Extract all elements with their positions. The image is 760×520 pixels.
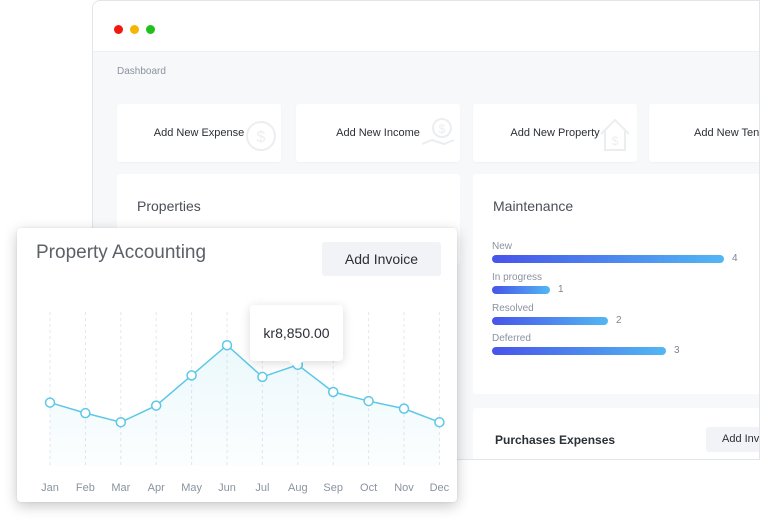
x-tick-label: May: [181, 482, 202, 494]
accounting-line-chart: Jan Feb Mar Apr May Jun Jul Aug Sep Oct Nov Dec: [41, 312, 450, 494]
data-point: [434, 416, 445, 428]
add-income-label: Add New Income: [336, 127, 420, 139]
add-expense-label: Add New Expense: [153, 127, 245, 139]
x-tick-label: Nov: [394, 482, 414, 494]
series-line: [49, 344, 440, 424]
maintenance-bar: [492, 286, 550, 294]
maintenance-label: New: [492, 241, 513, 252]
chart-tooltip: kr8,850.00: [250, 305, 343, 368]
add-income-card[interactable]: Add New Income $: [296, 104, 460, 162]
maintenance-bar: [492, 255, 724, 263]
house-money-icon: $: [600, 118, 630, 151]
x-tick-label: Oct: [360, 482, 377, 494]
maintenance-row-new[interactable]: New 4: [492, 241, 738, 264]
svg-text:$: $: [257, 129, 266, 146]
title-bar: [93, 1, 759, 52]
properties-title: Properties: [137, 198, 201, 214]
data-point: [221, 339, 233, 351]
property-accounting-card: Property Accounting Add Invoice Jan Feb Ma…: [17, 228, 457, 502]
data-point: [115, 416, 127, 428]
maintenance-count: 4: [732, 253, 738, 264]
accounting-title: Property Accounting: [36, 242, 207, 263]
data-point: [398, 403, 410, 414]
add-expense-card[interactable]: Add New Expense $: [117, 104, 281, 162]
svg-text:$: $: [612, 134, 619, 148]
x-tick-label: Feb: [76, 482, 95, 494]
maintenance-count: 3: [674, 345, 680, 356]
maintenance-row-in-progress[interactable]: In progress 1: [492, 272, 564, 295]
maintenance-label: Deferred: [492, 333, 531, 344]
maintenance-count: 2: [616, 315, 622, 326]
breadcrumb[interactable]: Dashboard: [117, 66, 166, 77]
data-point: [150, 400, 162, 411]
x-tick-label: Sep: [323, 482, 343, 494]
data-point: [186, 370, 197, 381]
data-point: [327, 386, 339, 398]
maximize-window-button[interactable]: [146, 25, 155, 34]
x-tick-label: Jan: [41, 482, 59, 494]
data-point: [363, 395, 374, 407]
maintenance-label: Resolved: [492, 303, 534, 314]
x-tick-label: Apr: [148, 482, 165, 494]
maintenance-count: 1: [558, 284, 564, 295]
maintenance-bar: [492, 347, 666, 355]
money-coin-icon: $: [246, 121, 276, 151]
maintenance-panel: Maintenance New 4 In progress 1 Resolved…: [473, 174, 759, 394]
maintenance-row-deferred[interactable]: Deferred 3: [492, 333, 680, 356]
maintenance-row-resolved[interactable]: Resolved 2: [492, 303, 622, 326]
svg-text:$: $: [439, 122, 446, 136]
add-property-label: Add New Property: [510, 127, 600, 139]
close-window-button[interactable]: [114, 25, 123, 34]
add-invoice-button[interactable]: Add Invoice: [322, 242, 441, 276]
purchases-title: Purchases Expenses: [495, 433, 616, 447]
data-point: [44, 397, 56, 408]
money-hand-icon: $: [421, 118, 455, 146]
minimize-window-button[interactable]: [130, 25, 139, 34]
data-point: [80, 407, 91, 419]
maintenance-title: Maintenance: [493, 198, 574, 214]
add-tenant-card[interactable]: Add New Tena: [649, 104, 760, 162]
chart-area: [50, 345, 440, 466]
add-invoice-small-button[interactable]: Add Invi: [706, 427, 759, 452]
maintenance-bar: [492, 317, 608, 325]
x-tick-label: Jul: [255, 482, 269, 494]
x-tick-label: Mar: [111, 482, 130, 494]
add-tenant-label: Add New Tena: [694, 127, 760, 139]
maintenance-label: In progress: [492, 272, 543, 283]
x-tick-label: Aug: [288, 482, 308, 494]
x-tick-label: Jun: [218, 482, 236, 494]
x-tick-label: Dec: [430, 482, 450, 494]
data-point: [257, 371, 268, 383]
add-property-card[interactable]: Add New Property $: [473, 104, 637, 162]
